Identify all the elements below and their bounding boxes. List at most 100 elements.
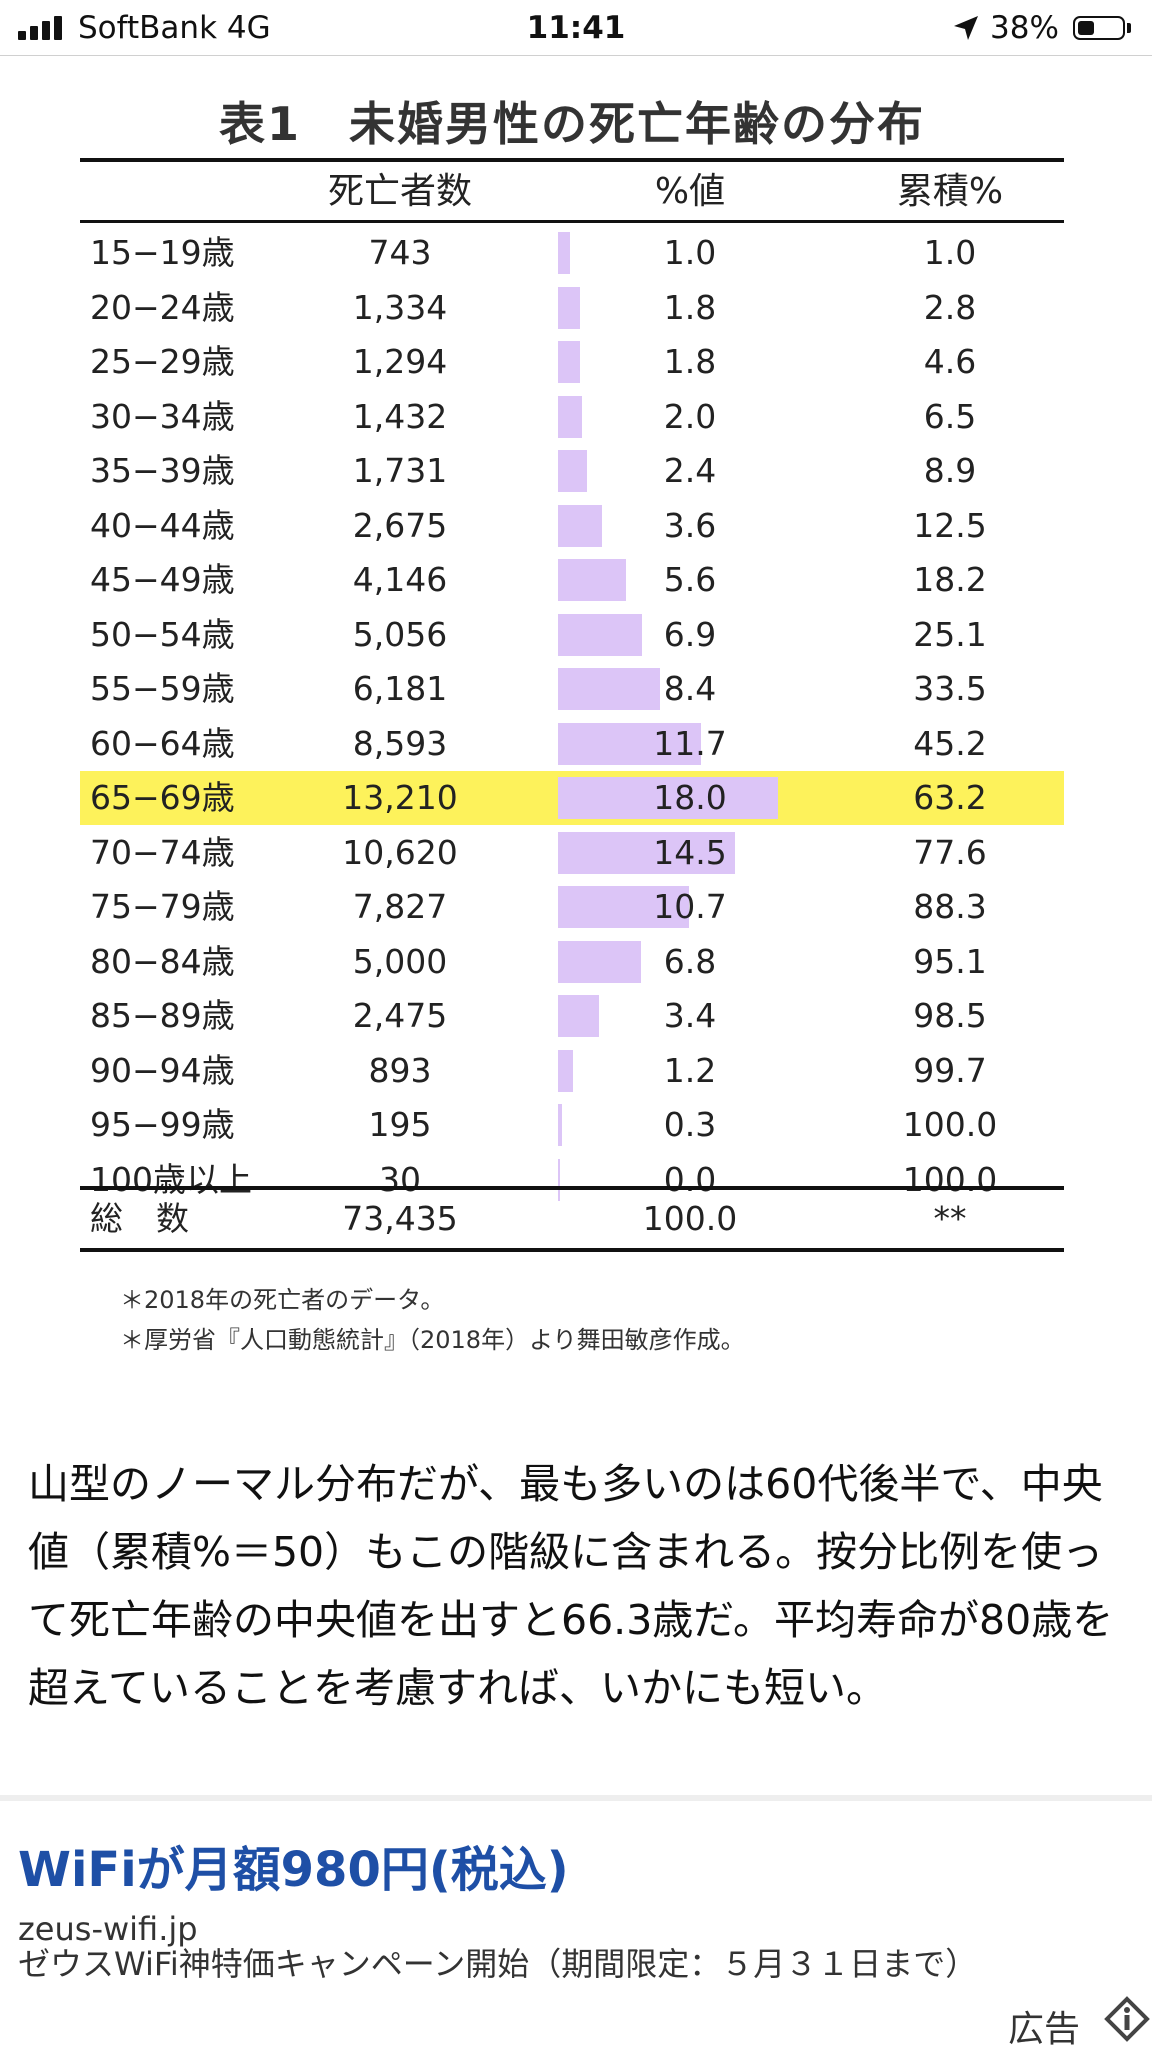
count-cell: 5,000 xyxy=(352,941,448,981)
age-cell: 65−69歳 xyxy=(90,778,235,817)
table-row: 100歳以上 30 0.0 100.0 xyxy=(80,1153,1064,1207)
count-cell: 30 xyxy=(379,1159,421,1199)
pct-cell: 8.4 xyxy=(663,669,717,708)
pct-cell: 1.0 xyxy=(663,233,717,272)
table-note-2: ＊厚労省『人口動態統計』（2018年）より舞田敏彦作成。 xyxy=(120,1326,745,1354)
age-cell: 40−44歳 xyxy=(90,505,235,545)
pct-bar xyxy=(558,668,661,710)
pct-bar xyxy=(558,831,735,874)
age-cell: 85−89歳 xyxy=(90,996,235,1035)
age-cell: 60−64歳 xyxy=(90,723,235,763)
cum-cell: 2.8 xyxy=(923,287,977,327)
table-row: 80−84歳 5,000 6.8 95.1 xyxy=(80,935,1064,989)
battery-icon xyxy=(1073,16,1125,40)
table-row: 75−79歳 7,827 10.7 88.3 xyxy=(80,880,1064,934)
cum-cell: 45.2 xyxy=(913,723,987,763)
total-pct: 100.0 xyxy=(642,1199,738,1238)
pct-bar xyxy=(558,722,701,765)
cum-cell: 100.0 xyxy=(902,1159,998,1199)
clock: 11:41 xyxy=(526,10,626,46)
article-paragraph: 山型のノーマル分布だが、最も多いのは60代後半で、中央値（累積%＝50）もこの階… xyxy=(28,1460,1114,1712)
age-cell: 15−19歳 xyxy=(90,233,235,272)
cum-cell: 4.6 xyxy=(923,342,977,381)
table-row: 35−39歳 1,731 2.4 8.9 xyxy=(80,444,1064,498)
pct-bar xyxy=(558,1158,560,1201)
table-row: 70−74歳 10,620 14.5 77.6 xyxy=(80,826,1064,880)
count-cell: 2,675 xyxy=(352,505,448,545)
age-cell: 50−54歳 xyxy=(90,614,235,654)
header-count: 死亡者数 xyxy=(327,171,472,212)
count-cell: 1,334 xyxy=(352,287,448,327)
pct-cell: 2.4 xyxy=(663,451,717,490)
age-cell: 75−79歳 xyxy=(90,887,235,926)
count-cell: 195 xyxy=(368,1105,432,1144)
table-top-rule xyxy=(80,158,1064,162)
pct-bar xyxy=(558,1104,562,1146)
pct-cell: 0.0 xyxy=(663,1159,717,1199)
age-cell: 35−39歳 xyxy=(90,451,235,490)
cum-cell: 100.0 xyxy=(902,1105,998,1144)
table-row: 25−29歳 1,294 1.8 4.6 xyxy=(80,335,1064,389)
status-bar: SoftBank 4G 11:41 38% xyxy=(0,0,1152,56)
count-cell: 1,731 xyxy=(352,451,448,490)
cum-cell: 63.2 xyxy=(913,778,987,817)
table-row: 95−99歳 195 0.3 100.0 xyxy=(80,1098,1064,1152)
age-cell: 55−59歳 xyxy=(90,669,235,708)
count-cell: 1,432 xyxy=(352,396,448,436)
pct-cell: 18.0 xyxy=(653,778,727,817)
count-cell: 893 xyxy=(368,1050,432,1090)
battery-percent: 38% xyxy=(990,10,1059,46)
location-icon xyxy=(954,16,978,40)
pct-bar xyxy=(558,450,588,492)
age-cell: 70−74歳 xyxy=(90,832,235,872)
ad-description[interactable]: ゼウスWiFi神特価キャンペーン開始（期間限定：５月３１日まで） xyxy=(18,1945,978,1983)
pct-cell: 1.8 xyxy=(663,287,717,327)
cum-cell: 6.5 xyxy=(923,396,977,436)
table-row: 90−94歳 893 1.2 99.7 xyxy=(80,1044,1064,1098)
count-cell: 743 xyxy=(368,233,432,272)
table-title: 表1 未婚男性の死亡年齢の分布 xyxy=(218,97,925,151)
pct-bar xyxy=(558,1049,573,1092)
cum-cell: 99.7 xyxy=(913,1050,987,1090)
age-cell: 100歳以上 xyxy=(90,1159,252,1199)
count-cell: 8,593 xyxy=(352,723,448,763)
pct-cell: 1.2 xyxy=(663,1050,717,1090)
count-cell: 2,475 xyxy=(352,996,448,1035)
cum-cell: 95.1 xyxy=(913,941,987,981)
table-header-rule xyxy=(80,220,1064,223)
total-cum: ** xyxy=(933,1199,967,1238)
pct-cell: 5.6 xyxy=(663,560,717,599)
pct-bar xyxy=(558,613,643,656)
cum-cell: 88.3 xyxy=(913,887,987,926)
age-cell: 25−29歳 xyxy=(90,342,235,381)
cum-cell: 25.1 xyxy=(913,614,987,654)
count-cell: 5,056 xyxy=(352,614,448,654)
pct-cell: 14.5 xyxy=(653,832,727,872)
cum-cell: 8.9 xyxy=(923,451,977,490)
pct-cell: 11.7 xyxy=(653,723,727,763)
age-cell: 30−34歳 xyxy=(90,396,235,436)
count-cell: 1,294 xyxy=(352,342,448,381)
cum-cell: 1.0 xyxy=(923,233,977,272)
cum-cell: 18.2 xyxy=(913,560,987,599)
total-count: 73,435 xyxy=(342,1199,458,1238)
pct-bar xyxy=(558,232,571,274)
table-row: 60−64歳 8,593 11.7 45.2 xyxy=(80,717,1064,771)
ad-label: 広告 xyxy=(1008,2009,1081,2050)
pct-cell: 6.8 xyxy=(663,941,717,981)
pct-cell: 3.4 xyxy=(663,996,717,1035)
pct-cell: 1.8 xyxy=(663,342,717,381)
pct-bar xyxy=(558,504,602,547)
pct-bar xyxy=(558,940,641,983)
pct-cell: 3.6 xyxy=(663,505,717,545)
ad-domain[interactable]: zeus-wifi.jp xyxy=(18,1910,198,1948)
pct-cell: 0.3 xyxy=(663,1105,717,1144)
ad-info-icon[interactable] xyxy=(1104,1996,1150,2042)
ad-title-link[interactable]: WiFiが月額980円(税込) xyxy=(18,1842,569,1898)
cum-cell: 33.5 xyxy=(913,669,987,708)
cum-cell: 98.5 xyxy=(913,996,987,1035)
pct-bar xyxy=(558,559,627,601)
age-cell: 95−99歳 xyxy=(90,1105,235,1144)
table-row: 55−59歳 6,181 8.4 33.5 xyxy=(80,662,1064,716)
table-row: 45−49歳 4,146 5.6 18.2 xyxy=(80,553,1064,607)
